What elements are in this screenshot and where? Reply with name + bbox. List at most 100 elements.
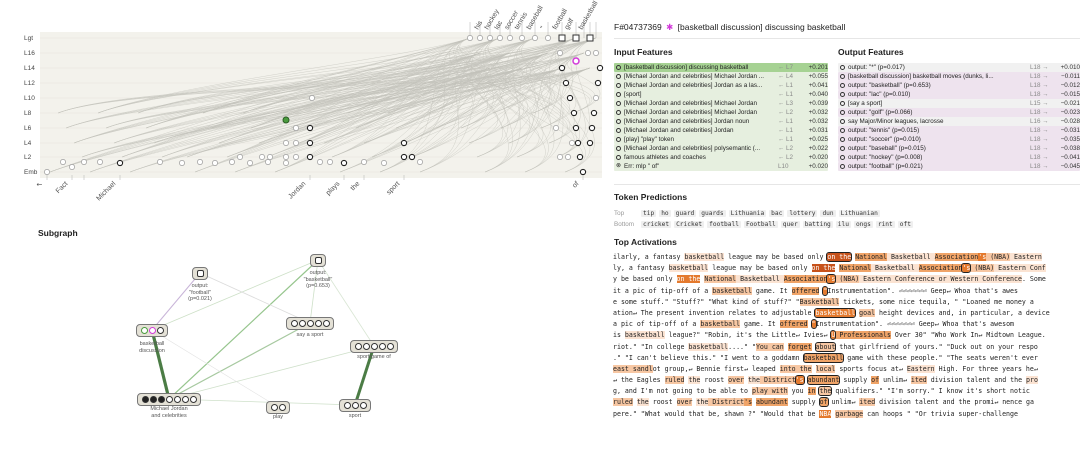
graph-node[interactable] — [477, 35, 483, 41]
graph-node[interactable] — [293, 140, 299, 146]
graph-node[interactable] — [585, 50, 591, 56]
graph-node[interactable] — [283, 140, 289, 146]
output-feature-row[interactable]: output: "hockey" (p=0.008) L18 → −0.041 — [838, 153, 1080, 162]
graph-node[interactable] — [60, 159, 66, 165]
graph-node[interactable] — [327, 159, 333, 165]
graph-node[interactable] — [507, 35, 513, 41]
input-feature-row[interactable]: [basketball discussion] discussing baske… — [614, 63, 828, 72]
input-feature-row[interactable]: ⊗ Err: mlp " of" L10 +0.020 — [614, 162, 828, 171]
activation-example[interactable]: y be based only on the National Basketba… — [613, 274, 1080, 285]
subgraph-node-mj[interactable] — [137, 393, 201, 406]
graph-node[interactable] — [267, 154, 273, 160]
activation-example[interactable]: ruled the roost over the District's abun… — [613, 397, 1080, 408]
input-feature-row[interactable]: [Michael Jordan and celebrities] Michael… — [614, 108, 828, 117]
graph-node[interactable] — [247, 160, 253, 166]
graph-node[interactable] — [593, 50, 599, 56]
output-feature-row[interactable]: say Major/Minor leagues, lacrosse L16 → −0… — [838, 117, 1080, 126]
graph-node[interactable] — [306, 124, 314, 132]
graph-node[interactable] — [361, 159, 367, 165]
graph-node[interactable] — [283, 154, 289, 160]
graph-node[interactable] — [340, 159, 348, 167]
activation-example[interactable]: ↵ the Eagles ruled the roost over the Di… — [613, 375, 1080, 386]
input-feature-row[interactable]: [Michael Jordan and celebrities] Michael… — [614, 72, 828, 81]
graph-node[interactable] — [576, 153, 584, 161]
graph-node[interactable] — [557, 50, 563, 56]
subgraph-node-sport[interactable] — [339, 399, 371, 412]
activation-example[interactable]: riot." "In college basketball...." "You … — [613, 341, 1080, 353]
subgraph-node-basketball-disc[interactable] — [136, 324, 168, 337]
pin-star-icon[interactable]: ✱ — [666, 22, 674, 32]
graph-node[interactable] — [557, 154, 563, 160]
selected-feature-node[interactable] — [282, 116, 290, 124]
output-feature-row[interactable]: output: "tennis" (p=0.015) L18 → −0.031 — [838, 126, 1080, 135]
graph-node[interactable] — [306, 139, 314, 147]
graph-node[interactable] — [309, 95, 315, 101]
graph-node[interactable] — [317, 159, 323, 165]
output-feature-row[interactable]: output: "football" (p=0.021) L18 → −0.045 — [838, 162, 1080, 171]
graph-node[interactable] — [553, 125, 559, 131]
graph-node[interactable] — [97, 159, 103, 165]
activation-example[interactable]: east sandlot group,↵ Bennie first↵ leape… — [613, 364, 1080, 375]
graph-node[interactable] — [594, 79, 602, 87]
output-feature-row[interactable]: output: "soccer" (p=0.010) L18 → −0.035 — [838, 135, 1080, 144]
activation-example[interactable]: it a pic of tip-off of a basketball game… — [613, 285, 1080, 297]
output-feature-row[interactable]: [basketball discussion] basketball moves… — [838, 72, 1080, 81]
graph-node[interactable] — [179, 160, 185, 166]
graph-node[interactable] — [265, 159, 271, 165]
activation-example[interactable]: ." "I can't believe this." "I went to a … — [613, 352, 1080, 364]
output-feature-row[interactable]: output: "basketball" (p=0.653) L18 → −0.01… — [838, 81, 1080, 90]
graph-node[interactable] — [593, 95, 599, 101]
activation-example[interactable]: is basketball league?" "Robin, it's the … — [613, 330, 1080, 341]
graph-node[interactable] — [69, 164, 75, 170]
graph-node[interactable] — [259, 154, 265, 160]
input-feature-row[interactable]: [Michael Jordan and celebrities] Jordan … — [614, 117, 828, 126]
pinned-output-node[interactable] — [572, 57, 580, 65]
output-node[interactable] — [586, 34, 594, 42]
graph-node[interactable] — [545, 35, 551, 41]
graph-node[interactable] — [408, 153, 416, 161]
graph-node[interactable] — [532, 35, 538, 41]
graph-node[interactable] — [212, 160, 218, 166]
activation-example[interactable]: ilarly, a fantasy basketball league may … — [613, 252, 1080, 263]
graph-node[interactable] — [569, 140, 575, 146]
graph-node[interactable] — [596, 64, 604, 72]
output-feature-row[interactable]: output: "baseball" (p=0.015) L18 → −0.038 — [838, 144, 1080, 153]
graph-node[interactable] — [497, 35, 503, 41]
input-feature-row[interactable]: [Michael Jordan and celebrities] polysem… — [614, 144, 828, 153]
output-feature-row[interactable]: output: "*" (p=0.017) L18 → +0.010 — [838, 63, 1080, 72]
graph-node[interactable] — [293, 154, 299, 160]
graph-node[interactable] — [417, 159, 423, 165]
input-feature-row[interactable]: [Michael Jordan and celebrities] Michael… — [614, 99, 828, 108]
graph-node[interactable] — [519, 35, 525, 41]
graph-node[interactable] — [572, 124, 580, 132]
input-feature-row[interactable]: [play] "play" token ← L1 +0.025 — [614, 135, 828, 144]
graph-node[interactable] — [44, 169, 50, 175]
subgraph-node-play[interactable] — [266, 401, 290, 414]
input-feature-row[interactable]: famous athletes and coaches ← L2 +0.020 — [614, 153, 828, 162]
input-feature-row[interactable]: [Michael Jordan and celebrities] Jordan ←… — [614, 126, 828, 135]
graph-node[interactable] — [237, 154, 243, 160]
output-feature-row[interactable]: output: "lac" (p=0.010) L18 → −0.015 — [838, 90, 1080, 99]
activation-example[interactable]: ly, a fantasy basketball league may be b… — [613, 263, 1080, 274]
graph-node[interactable] — [381, 160, 387, 166]
graph-node[interactable] — [487, 35, 493, 41]
activation-example[interactable]: ation↵ The present invention relates to … — [613, 307, 1080, 319]
input-feature-row[interactable]: [Michael Jordan and celebrities] Jordan … — [614, 81, 828, 90]
graph-node[interactable] — [400, 139, 408, 147]
activation-example[interactable]: e some stuff." "Stuff?" "What kind of st… — [613, 297, 1080, 308]
graph-node[interactable] — [306, 153, 314, 161]
graph-node[interactable] — [293, 125, 299, 131]
graph-node[interactable] — [570, 109, 578, 117]
graph-node[interactable] — [574, 139, 582, 147]
graph-node[interactable] — [558, 64, 566, 72]
subgraph-node-basketball-out[interactable] — [310, 254, 326, 267]
graph-node[interactable] — [565, 154, 571, 160]
graph-node[interactable] — [586, 139, 594, 147]
graph-node[interactable] — [579, 168, 587, 176]
input-feature-row[interactable]: [sport] ← L1 +0.040 — [614, 90, 828, 99]
graph-node[interactable] — [562, 79, 570, 87]
activation-example[interactable]: g, and I'm not going to be able to play … — [613, 386, 1080, 397]
graph-node[interactable] — [157, 159, 163, 165]
activation-example[interactable]: pere." "What would that be, shawn ?" "Wo… — [613, 409, 1080, 420]
